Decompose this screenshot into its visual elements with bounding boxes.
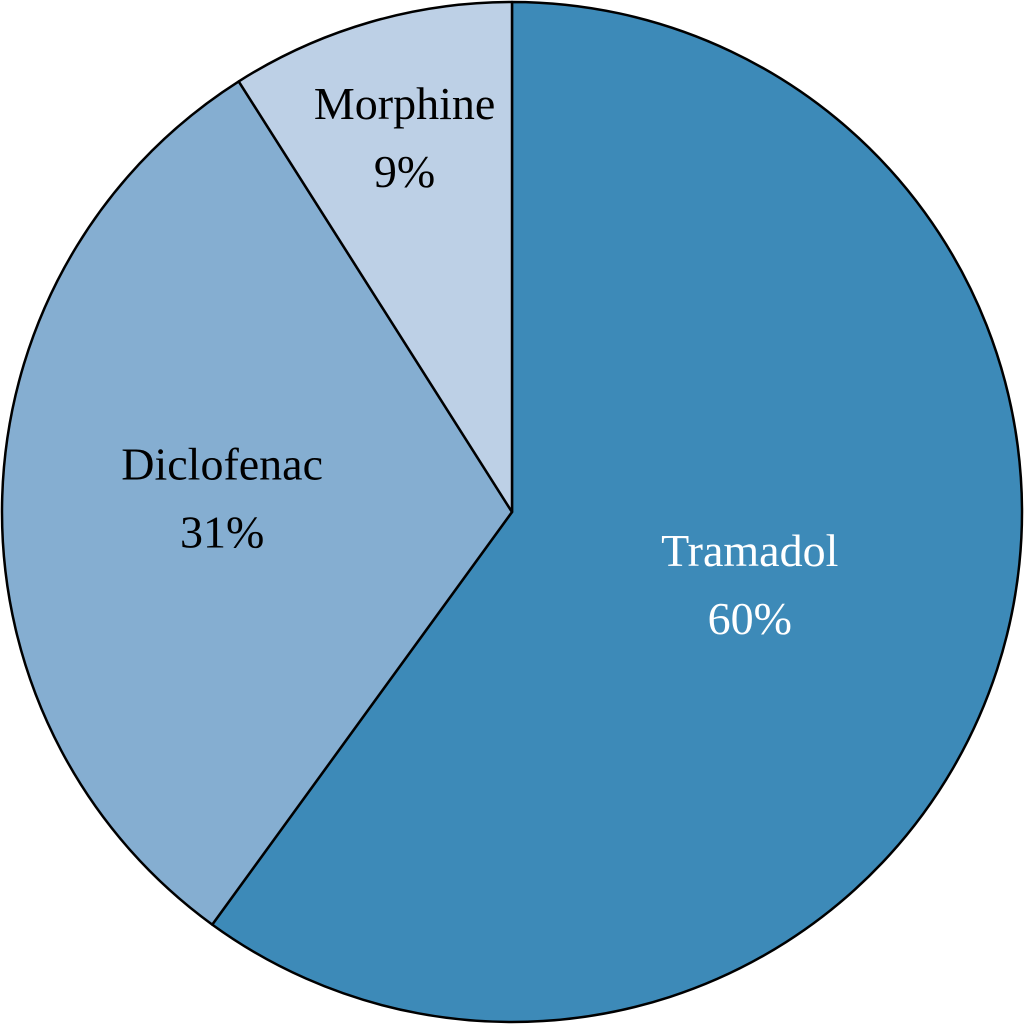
pie-slice (237, 0, 514, 514)
slice-value-label: 9% (374, 146, 435, 197)
slice-label: Morphine (314, 78, 495, 129)
pie-slice (0, 80, 514, 926)
pie-slice (210, 0, 1024, 1024)
slice-label: Tramadol (661, 525, 838, 576)
slice-value-label: 60% (708, 593, 792, 644)
slice-value-label: 31% (180, 506, 264, 557)
slice-label: Diclofenac (121, 438, 323, 489)
